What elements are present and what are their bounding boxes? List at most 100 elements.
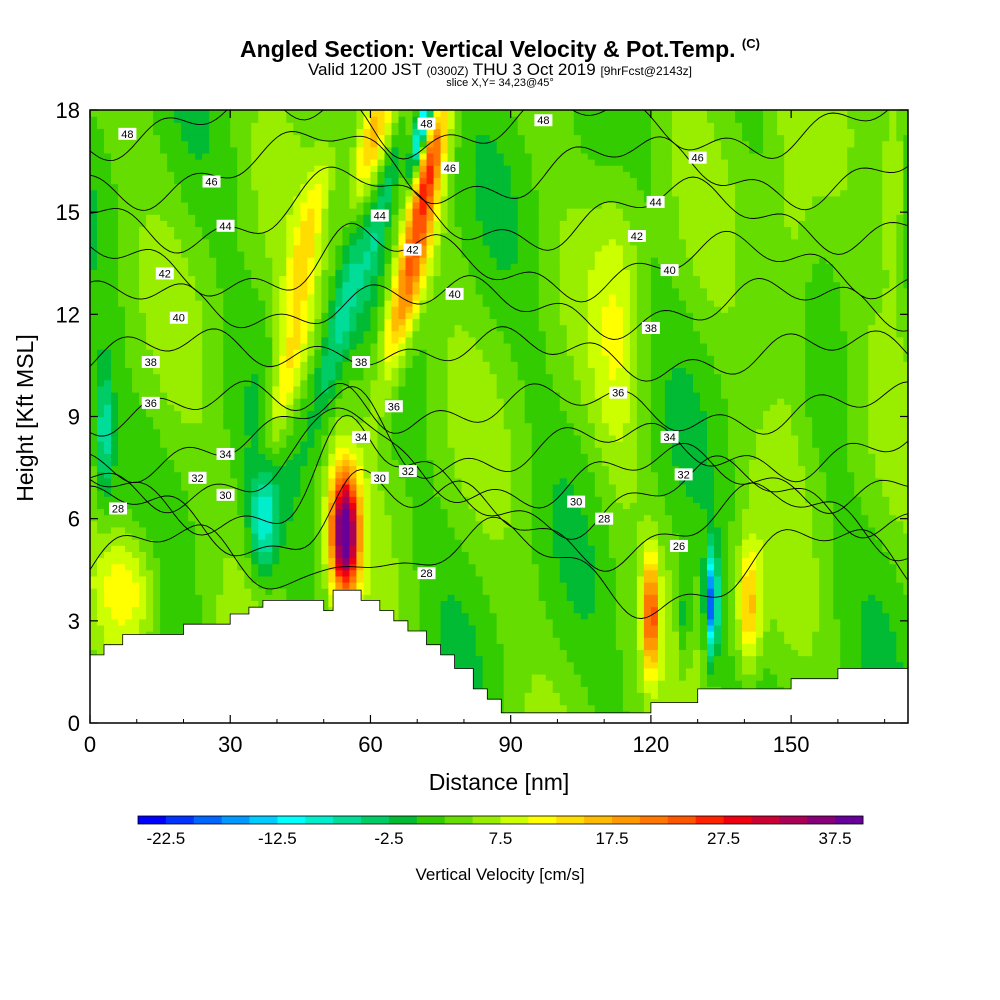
field-cell bbox=[139, 244, 147, 252]
field-cell bbox=[419, 306, 428, 313]
field-cell bbox=[139, 545, 147, 552]
field-cell bbox=[97, 508, 105, 516]
field-cell bbox=[384, 244, 393, 252]
field-cell bbox=[244, 490, 252, 497]
field-cell bbox=[384, 563, 393, 571]
field-cell bbox=[377, 434, 386, 442]
field-cell bbox=[370, 110, 379, 117]
field-cell bbox=[139, 189, 147, 197]
field-cell bbox=[265, 514, 273, 522]
field-cell bbox=[125, 355, 133, 362]
field-cell bbox=[419, 336, 428, 344]
field-cell bbox=[111, 459, 119, 467]
field-cell bbox=[125, 557, 133, 565]
field-cell bbox=[279, 422, 287, 430]
field-cell bbox=[146, 471, 154, 479]
field-cell bbox=[139, 434, 147, 442]
field-cell bbox=[223, 514, 231, 522]
field-cell bbox=[237, 220, 245, 228]
field-cell bbox=[293, 318, 301, 326]
field-cell bbox=[251, 465, 259, 473]
field-cell bbox=[405, 379, 414, 387]
field-cell bbox=[258, 441, 266, 448]
field-cell bbox=[370, 557, 379, 565]
field-cell bbox=[426, 453, 435, 461]
field-cell bbox=[146, 226, 154, 234]
field-cell bbox=[181, 232, 189, 240]
field-cell bbox=[377, 232, 386, 240]
field-cell bbox=[384, 416, 393, 424]
field-cell bbox=[90, 349, 98, 356]
field-cell bbox=[244, 300, 252, 307]
field-cell bbox=[377, 318, 386, 326]
field-cell bbox=[125, 453, 133, 461]
field-cell bbox=[258, 263, 266, 270]
field-cell bbox=[153, 594, 161, 601]
field-cell bbox=[335, 410, 344, 418]
field-cell bbox=[405, 624, 414, 632]
field-cell bbox=[349, 342, 358, 350]
field-cell bbox=[384, 220, 393, 228]
field-cell bbox=[412, 373, 421, 381]
field-cell bbox=[356, 575, 365, 583]
field-cell bbox=[104, 416, 112, 424]
field-cell bbox=[426, 447, 435, 454]
field-cell bbox=[223, 110, 231, 117]
field-cell bbox=[258, 318, 266, 326]
field-cell bbox=[286, 416, 294, 424]
field-cell bbox=[391, 385, 400, 393]
field-cell bbox=[293, 214, 301, 221]
field-cell bbox=[405, 551, 414, 559]
field-cell bbox=[377, 398, 386, 405]
field-cell bbox=[167, 582, 175, 589]
field-cell bbox=[335, 208, 344, 215]
field-cell bbox=[146, 336, 154, 344]
field-cell bbox=[328, 539, 336, 546]
field-cell bbox=[118, 355, 126, 362]
field-cell bbox=[244, 171, 252, 179]
field-cell bbox=[230, 177, 238, 185]
field-cell bbox=[97, 631, 105, 638]
field-cell bbox=[314, 391, 322, 399]
field-cell bbox=[223, 128, 231, 136]
field-cell bbox=[300, 201, 308, 209]
field-cell bbox=[258, 404, 266, 411]
field-cell bbox=[139, 422, 147, 430]
field-cell bbox=[202, 226, 210, 234]
field-cell bbox=[230, 545, 238, 552]
field-cell bbox=[125, 532, 133, 540]
field-cell bbox=[104, 367, 112, 375]
field-cell bbox=[391, 159, 400, 166]
field-cell bbox=[181, 300, 189, 307]
field-cell bbox=[286, 116, 294, 123]
field-cell bbox=[398, 410, 407, 418]
field-cell bbox=[174, 465, 182, 473]
field-cell bbox=[279, 594, 287, 601]
field-cell bbox=[90, 275, 98, 283]
field-cell bbox=[188, 391, 196, 399]
field-cell bbox=[237, 177, 245, 185]
field-cell bbox=[160, 373, 168, 381]
field-cell bbox=[118, 195, 126, 203]
field-cell bbox=[293, 189, 301, 197]
field-cell bbox=[321, 324, 329, 332]
field-cell bbox=[258, 373, 266, 381]
field-cell bbox=[216, 404, 224, 411]
field-cell bbox=[335, 367, 344, 375]
field-cell bbox=[321, 391, 329, 399]
field-cell bbox=[97, 569, 105, 577]
field-cell bbox=[391, 330, 400, 338]
field-cell bbox=[279, 312, 287, 320]
field-cell bbox=[412, 545, 421, 552]
field-cell bbox=[230, 428, 238, 436]
field-cell bbox=[174, 195, 182, 203]
field-cell bbox=[111, 300, 119, 307]
field-cell bbox=[97, 361, 105, 369]
field-cell bbox=[146, 379, 154, 387]
field-cell bbox=[97, 404, 105, 411]
field-cell bbox=[139, 336, 147, 344]
field-cell bbox=[160, 557, 168, 565]
field-cell bbox=[384, 312, 393, 320]
field-cell bbox=[391, 422, 400, 430]
field-cell bbox=[125, 471, 133, 479]
